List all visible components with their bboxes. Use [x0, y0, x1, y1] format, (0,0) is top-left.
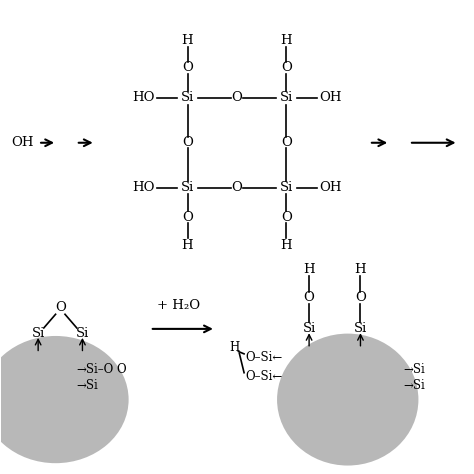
- Text: O–Si←: O–Si←: [245, 370, 282, 383]
- Ellipse shape: [277, 334, 419, 465]
- Text: H: H: [281, 238, 292, 252]
- Text: O: O: [55, 301, 66, 314]
- Text: →Si: →Si: [77, 379, 99, 392]
- Text: OH: OH: [11, 136, 34, 149]
- Text: →Si–O: →Si–O: [77, 364, 114, 376]
- Text: O: O: [281, 211, 292, 224]
- Text: Si: Si: [76, 327, 89, 340]
- Text: Si: Si: [302, 322, 316, 336]
- Text: O: O: [304, 292, 315, 304]
- Text: O: O: [182, 211, 193, 224]
- Text: HO: HO: [132, 91, 155, 104]
- Text: Si: Si: [181, 91, 194, 104]
- Text: Si: Si: [31, 327, 45, 340]
- Text: H: H: [182, 238, 193, 252]
- Ellipse shape: [0, 336, 128, 463]
- Text: O–Si←: O–Si←: [245, 351, 282, 364]
- Text: →Si: →Si: [403, 379, 425, 392]
- Text: O: O: [281, 61, 292, 74]
- Text: O: O: [182, 61, 193, 74]
- Text: O: O: [355, 292, 366, 304]
- Text: OH: OH: [319, 181, 342, 194]
- Text: + H₂O: + H₂O: [156, 299, 200, 312]
- Text: OH: OH: [319, 91, 342, 104]
- Text: H: H: [182, 34, 193, 47]
- Text: Si: Si: [181, 181, 194, 194]
- Text: O: O: [232, 91, 242, 104]
- Text: H: H: [229, 341, 240, 354]
- Text: O: O: [232, 181, 242, 194]
- Text: Si: Si: [354, 322, 367, 336]
- Text: H: H: [355, 263, 366, 276]
- Text: O: O: [281, 136, 292, 149]
- Text: H: H: [281, 34, 292, 47]
- Text: O: O: [182, 136, 193, 149]
- Text: →Si: →Si: [403, 364, 425, 376]
- Text: Si: Si: [280, 181, 293, 194]
- Text: Si: Si: [280, 91, 293, 104]
- Text: O: O: [117, 364, 127, 376]
- Text: H: H: [303, 263, 315, 276]
- Text: HO: HO: [132, 181, 155, 194]
